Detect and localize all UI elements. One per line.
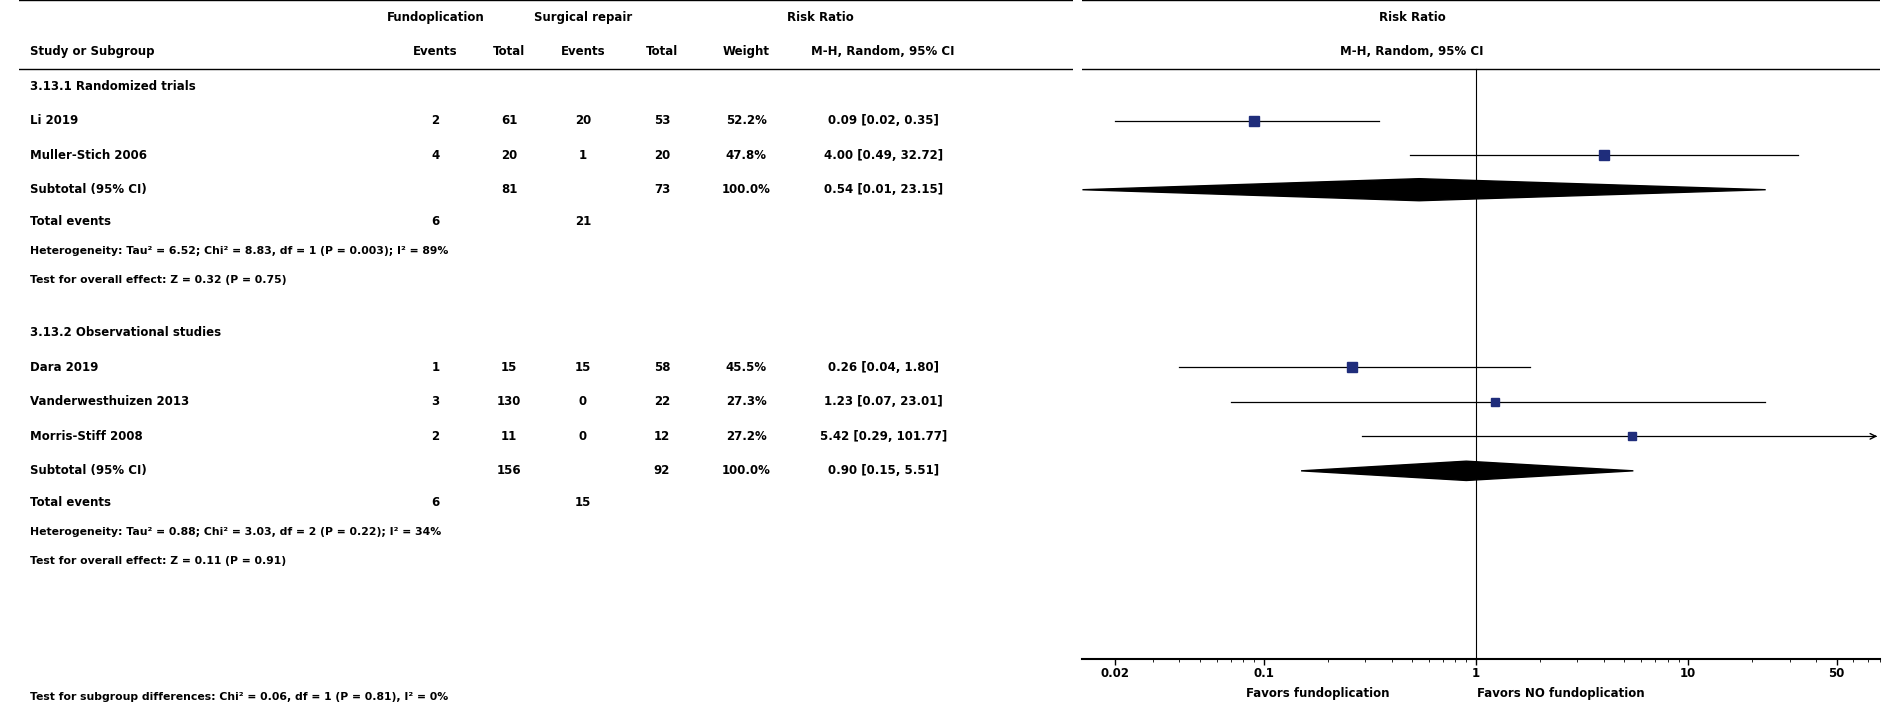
Text: 3: 3 (431, 396, 438, 408)
Text: 21: 21 (575, 215, 590, 228)
Text: 53: 53 (653, 114, 670, 127)
Text: 81: 81 (501, 183, 516, 196)
Text: 5.42 [0.29, 101.77]: 5.42 [0.29, 101.77] (820, 430, 947, 443)
Text: 3.13.1 Randomized trials: 3.13.1 Randomized trials (30, 80, 195, 93)
Text: Heterogeneity: Tau² = 0.88; Chi² = 3.03, df = 2 (P = 0.22); I² = 34%: Heterogeneity: Tau² = 0.88; Chi² = 3.03,… (30, 527, 440, 537)
Text: 100.0%: 100.0% (721, 464, 771, 478)
Text: Total events: Total events (30, 496, 110, 509)
Text: 0.90 [0.15, 5.51]: 0.90 [0.15, 5.51] (828, 464, 938, 478)
Text: 6: 6 (431, 215, 438, 228)
Text: 1: 1 (579, 149, 586, 161)
Text: 47.8%: 47.8% (725, 149, 767, 161)
Text: 3.13.2 Observational studies: 3.13.2 Observational studies (30, 326, 220, 339)
Text: 15: 15 (575, 361, 590, 374)
Text: 4: 4 (431, 149, 438, 161)
Text: Total: Total (493, 45, 526, 59)
Text: 27.2%: 27.2% (725, 430, 767, 443)
Text: Surgical repair: Surgical repair (533, 11, 632, 24)
Text: 22: 22 (653, 396, 670, 408)
Text: 12: 12 (653, 430, 670, 443)
Text: Li 2019: Li 2019 (30, 114, 78, 127)
Text: Test for overall effect: Z = 0.32 (P = 0.75): Test for overall effect: Z = 0.32 (P = 0… (30, 276, 287, 286)
Text: 73: 73 (653, 183, 670, 196)
Text: 52.2%: 52.2% (725, 114, 767, 127)
Text: Test for subgroup differences: Chi² = 0.06, df = 1 (P = 0.81), I² = 0%: Test for subgroup differences: Chi² = 0.… (30, 692, 448, 702)
Text: 27.3%: 27.3% (725, 396, 767, 408)
Text: Risk Ratio: Risk Ratio (1378, 11, 1444, 24)
Text: 2: 2 (431, 430, 438, 443)
Text: 58: 58 (653, 361, 670, 374)
Text: Favors fundoplication: Favors fundoplication (1245, 687, 1389, 700)
Text: Subtotal (95% CI): Subtotal (95% CI) (30, 183, 146, 196)
Text: Total: Total (645, 45, 678, 59)
Text: 0: 0 (579, 430, 586, 443)
Text: Events: Events (412, 45, 457, 59)
Text: 1.23 [0.07, 23.01]: 1.23 [0.07, 23.01] (824, 396, 941, 408)
Text: Heterogeneity: Tau² = 6.52; Chi² = 8.83, df = 1 (P = 0.003); I² = 89%: Heterogeneity: Tau² = 6.52; Chi² = 8.83,… (30, 246, 448, 256)
Text: 20: 20 (501, 149, 516, 161)
Text: Weight: Weight (723, 45, 769, 59)
Polygon shape (1300, 461, 1632, 481)
Text: 0.54 [0.01, 23.15]: 0.54 [0.01, 23.15] (824, 183, 941, 196)
Text: Muller-Stich 2006: Muller-Stich 2006 (30, 149, 146, 161)
Text: Favors NO fundoplication: Favors NO fundoplication (1477, 687, 1644, 700)
Text: 15: 15 (501, 361, 516, 374)
Polygon shape (1082, 178, 1765, 201)
Text: 0.26 [0.04, 1.80]: 0.26 [0.04, 1.80] (828, 361, 938, 374)
Text: Fundoplication: Fundoplication (385, 11, 484, 24)
Text: Test for overall effect: Z = 0.11 (P = 0.91): Test for overall effect: Z = 0.11 (P = 0… (30, 556, 285, 566)
Text: Risk Ratio: Risk Ratio (786, 11, 852, 24)
Text: M-H, Random, 95% CI: M-H, Random, 95% CI (1340, 45, 1482, 59)
Text: Events: Events (560, 45, 605, 59)
Text: 0: 0 (579, 396, 586, 408)
Text: 130: 130 (497, 396, 520, 408)
Text: 156: 156 (497, 464, 522, 478)
Text: Dara 2019: Dara 2019 (30, 361, 99, 374)
Text: 11: 11 (501, 430, 516, 443)
Text: 4.00 [0.49, 32.72]: 4.00 [0.49, 32.72] (824, 149, 941, 161)
Text: Total events: Total events (30, 215, 110, 228)
Text: Morris-Stiff 2008: Morris-Stiff 2008 (30, 430, 142, 443)
Text: M-H, Random, 95% CI: M-H, Random, 95% CI (810, 45, 955, 59)
Text: 20: 20 (575, 114, 590, 127)
Text: 0.09 [0.02, 0.35]: 0.09 [0.02, 0.35] (828, 114, 938, 127)
Text: 100.0%: 100.0% (721, 183, 771, 196)
Text: 45.5%: 45.5% (725, 361, 767, 374)
Text: 2: 2 (431, 114, 438, 127)
Text: 6: 6 (431, 496, 438, 509)
Text: 61: 61 (501, 114, 516, 127)
Text: Vanderwesthuizen 2013: Vanderwesthuizen 2013 (30, 396, 188, 408)
Text: Subtotal (95% CI): Subtotal (95% CI) (30, 464, 146, 478)
Text: 1: 1 (431, 361, 438, 374)
Text: Study or Subgroup: Study or Subgroup (30, 45, 154, 59)
Text: 15: 15 (575, 496, 590, 509)
Text: 92: 92 (653, 464, 670, 478)
Text: 20: 20 (653, 149, 670, 161)
